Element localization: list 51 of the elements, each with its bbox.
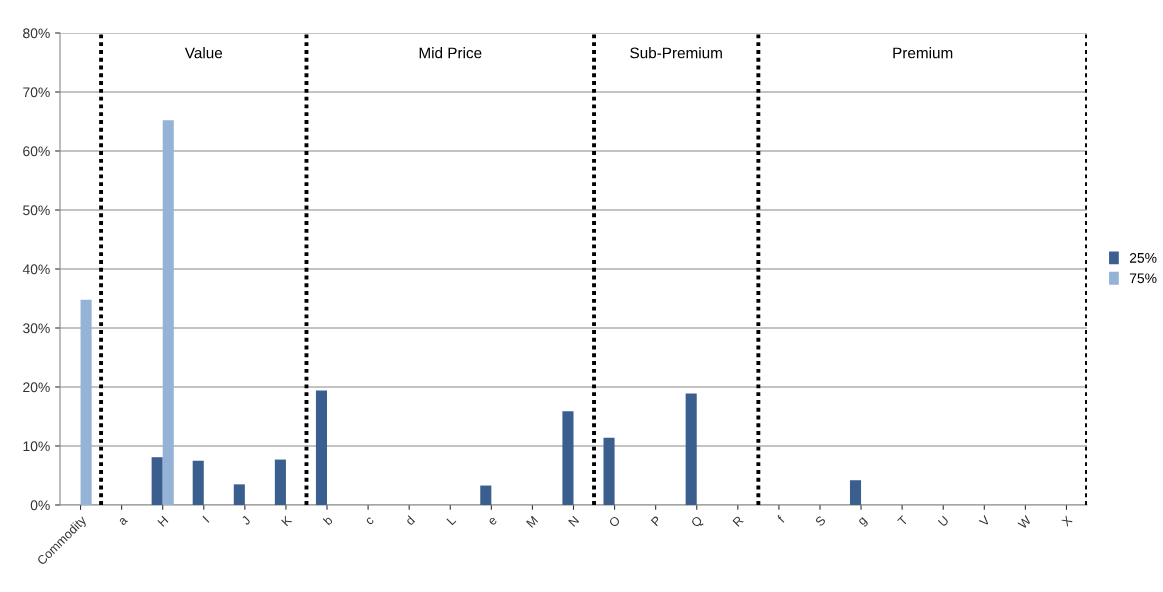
bar — [480, 485, 492, 505]
x-tick-label: e — [488, 516, 498, 526]
x-tick-label: J — [240, 515, 251, 526]
y-tick-label: 30% — [23, 323, 50, 334]
bar — [315, 390, 328, 505]
annotation: Sub-Premium — [630, 47, 722, 59]
x-tick-label: N — [568, 515, 580, 527]
y-tick-label: 10% — [23, 441, 50, 452]
y-tick-label: 70% — [23, 87, 50, 98]
x-tick-label: U — [937, 515, 950, 527]
bar — [849, 480, 862, 505]
bar — [80, 299, 92, 505]
bar — [562, 411, 574, 505]
annotation: Mid Price — [419, 47, 482, 59]
x-tick-label: f — [776, 514, 786, 524]
y-tick-label: 40% — [22, 264, 50, 275]
bar — [151, 457, 163, 505]
x-tick-label: g — [858, 516, 869, 528]
annotation: Premium — [893, 47, 953, 59]
bar — [233, 484, 245, 505]
bar — [274, 459, 286, 505]
y-tick-label: 20% — [23, 382, 50, 393]
x-tick-label: d — [404, 515, 416, 526]
x-tick-label: X — [1061, 515, 1073, 527]
bar — [685, 393, 697, 505]
x-tick-label: W — [1017, 515, 1032, 530]
bar — [192, 460, 204, 505]
x-tick-label: P — [650, 515, 662, 527]
x-tick-label: K — [281, 515, 293, 527]
legend-label: 75% — [1129, 273, 1157, 284]
y-tick-label: 80% — [23, 28, 50, 39]
x-tick-label: c — [365, 516, 375, 526]
x-tick-label: Q — [690, 515, 705, 530]
bar — [162, 120, 174, 505]
bar — [603, 437, 615, 505]
x-tick-label: M — [526, 515, 539, 528]
x-tick-label: b — [322, 515, 334, 526]
x-tick-label: H — [157, 515, 169, 527]
x-tick-label: S — [814, 515, 827, 527]
y-tick-label: 0% — [30, 500, 50, 511]
annotation: Value — [184, 47, 223, 59]
legend-label: 25% — [1129, 252, 1157, 263]
x-tick-label: V — [978, 515, 991, 527]
x-tick-label: R — [732, 515, 744, 527]
x-tick-label: O — [608, 515, 621, 528]
y-tick-label: 60% — [23, 146, 50, 157]
x-tick-label: a — [118, 516, 129, 526]
x-tick-label: T — [897, 515, 909, 527]
x-tick-label: L — [446, 515, 457, 526]
y-tick-label: 50% — [23, 205, 50, 216]
x-tick-label: I — [202, 515, 210, 523]
